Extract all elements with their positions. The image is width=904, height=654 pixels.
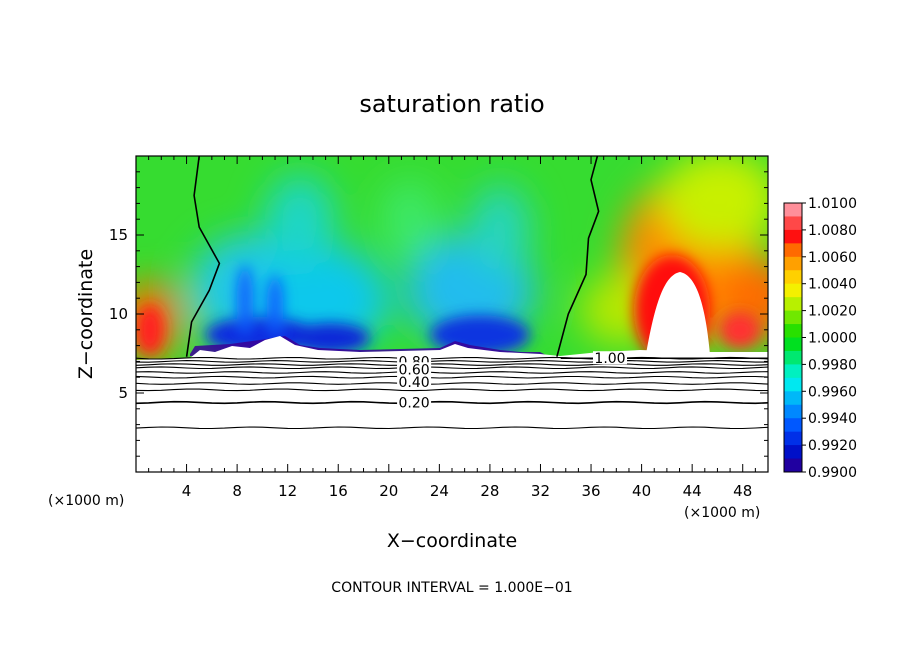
colorbar-swatch xyxy=(784,377,802,392)
contour-label-bg xyxy=(397,362,432,376)
x-tick-label: 36 xyxy=(581,482,600,500)
x-axis-label: X−coordinate xyxy=(387,530,517,552)
contour-line xyxy=(135,400,769,405)
footer-text: CONTOUR INTERVAL = 1.000E−01 xyxy=(331,580,572,596)
chart-title: saturation ratio xyxy=(359,90,544,118)
x-unit-left: (×1000 m) xyxy=(48,493,124,509)
colorbar: 1.0100 1.0080 1.0060 1.0040 1.0020 1.0000 0.99… xyxy=(783,196,857,481)
y-tick-label: 5 xyxy=(118,384,128,402)
colorbar-tick-label: 1.0020 xyxy=(808,304,857,320)
x-tick-label: 20 xyxy=(379,482,398,500)
x-tick-label: 44 xyxy=(683,482,702,500)
contour-label-bg xyxy=(397,374,432,388)
colorbar-tick-label: 1.0000 xyxy=(808,331,857,347)
x-tick-label: 12 xyxy=(278,482,297,500)
colorbar-tick-label: 0.9900 xyxy=(808,465,857,481)
colorbar-swatch xyxy=(784,418,802,433)
contour-line xyxy=(135,363,769,366)
contour-line xyxy=(135,375,769,379)
chart-marks: 0.800.600.400.201.0048121620242832364044… xyxy=(109,155,769,500)
boundary-contour xyxy=(556,155,600,357)
y-tick-label: 15 xyxy=(109,226,128,244)
colorbar-swatch xyxy=(784,283,802,298)
colorbar-tick-label: 0.9940 xyxy=(808,411,857,427)
colorbar-swatch xyxy=(784,297,802,312)
x-tick-label: 32 xyxy=(531,482,550,500)
colorbar-swatch xyxy=(784,350,802,365)
contour-label-bg xyxy=(397,395,432,409)
colorbar-tick-label: 1.0040 xyxy=(808,277,857,293)
contour-label: 0.60 xyxy=(398,362,429,378)
contour-line xyxy=(135,382,769,385)
contour-label: 0.40 xyxy=(398,375,429,391)
colorbar-swatch xyxy=(784,337,802,352)
colorbar-swatch xyxy=(784,216,802,231)
x-tick-label: 4 xyxy=(182,482,192,500)
x-tick-label: 48 xyxy=(733,482,752,500)
x-unit-right: (×1000 m) xyxy=(684,505,760,521)
contour-line xyxy=(135,426,769,430)
colorbar-tick-label: 1.0100 xyxy=(808,196,857,212)
colorbar-swatch xyxy=(784,404,802,419)
colorbar-swatch xyxy=(784,391,802,406)
x-tick-label: 16 xyxy=(329,482,348,500)
x-tick-label: 24 xyxy=(430,482,449,500)
colorbar-tick-label: 1.0060 xyxy=(808,250,857,266)
x-tick-label: 8 xyxy=(232,482,242,500)
contour-label-bg xyxy=(593,351,627,365)
boundary-contour xyxy=(185,155,221,357)
x-tick-label: 40 xyxy=(632,482,651,500)
colorbar-swatch xyxy=(784,458,802,473)
colorbar-swatch xyxy=(784,364,802,379)
colorbar-swatch xyxy=(784,431,802,446)
contour-line xyxy=(135,360,768,363)
plot-frame xyxy=(135,155,769,473)
heatmap-field xyxy=(136,156,768,472)
colorbar-swatch xyxy=(784,445,802,460)
contour-line xyxy=(135,388,769,392)
colorbar-swatch xyxy=(784,203,802,217)
y-axis-label: Z−coordinate xyxy=(75,249,97,379)
colorbar-tick-label: 0.9960 xyxy=(808,384,857,400)
x-tick-label: 28 xyxy=(480,482,499,500)
contour-line xyxy=(135,366,769,370)
colorbar-tick-label: 0.9980 xyxy=(808,357,857,373)
contour-label: 1.00 xyxy=(594,351,625,367)
colorbar-swatch xyxy=(784,310,802,325)
contour-line xyxy=(135,371,769,374)
colorbar-swatch xyxy=(784,256,802,271)
colorbar-swatch xyxy=(784,270,802,285)
y-tick-label: 10 xyxy=(109,305,128,323)
colorbar-tick-label: 0.9920 xyxy=(808,438,857,454)
colorbar-swatch xyxy=(784,243,802,258)
colorbar-swatch xyxy=(784,229,802,244)
colorbar-tick-label: 1.0080 xyxy=(808,223,857,239)
colorbar-swatch xyxy=(784,324,802,338)
contour-label: 0.20 xyxy=(398,395,429,411)
